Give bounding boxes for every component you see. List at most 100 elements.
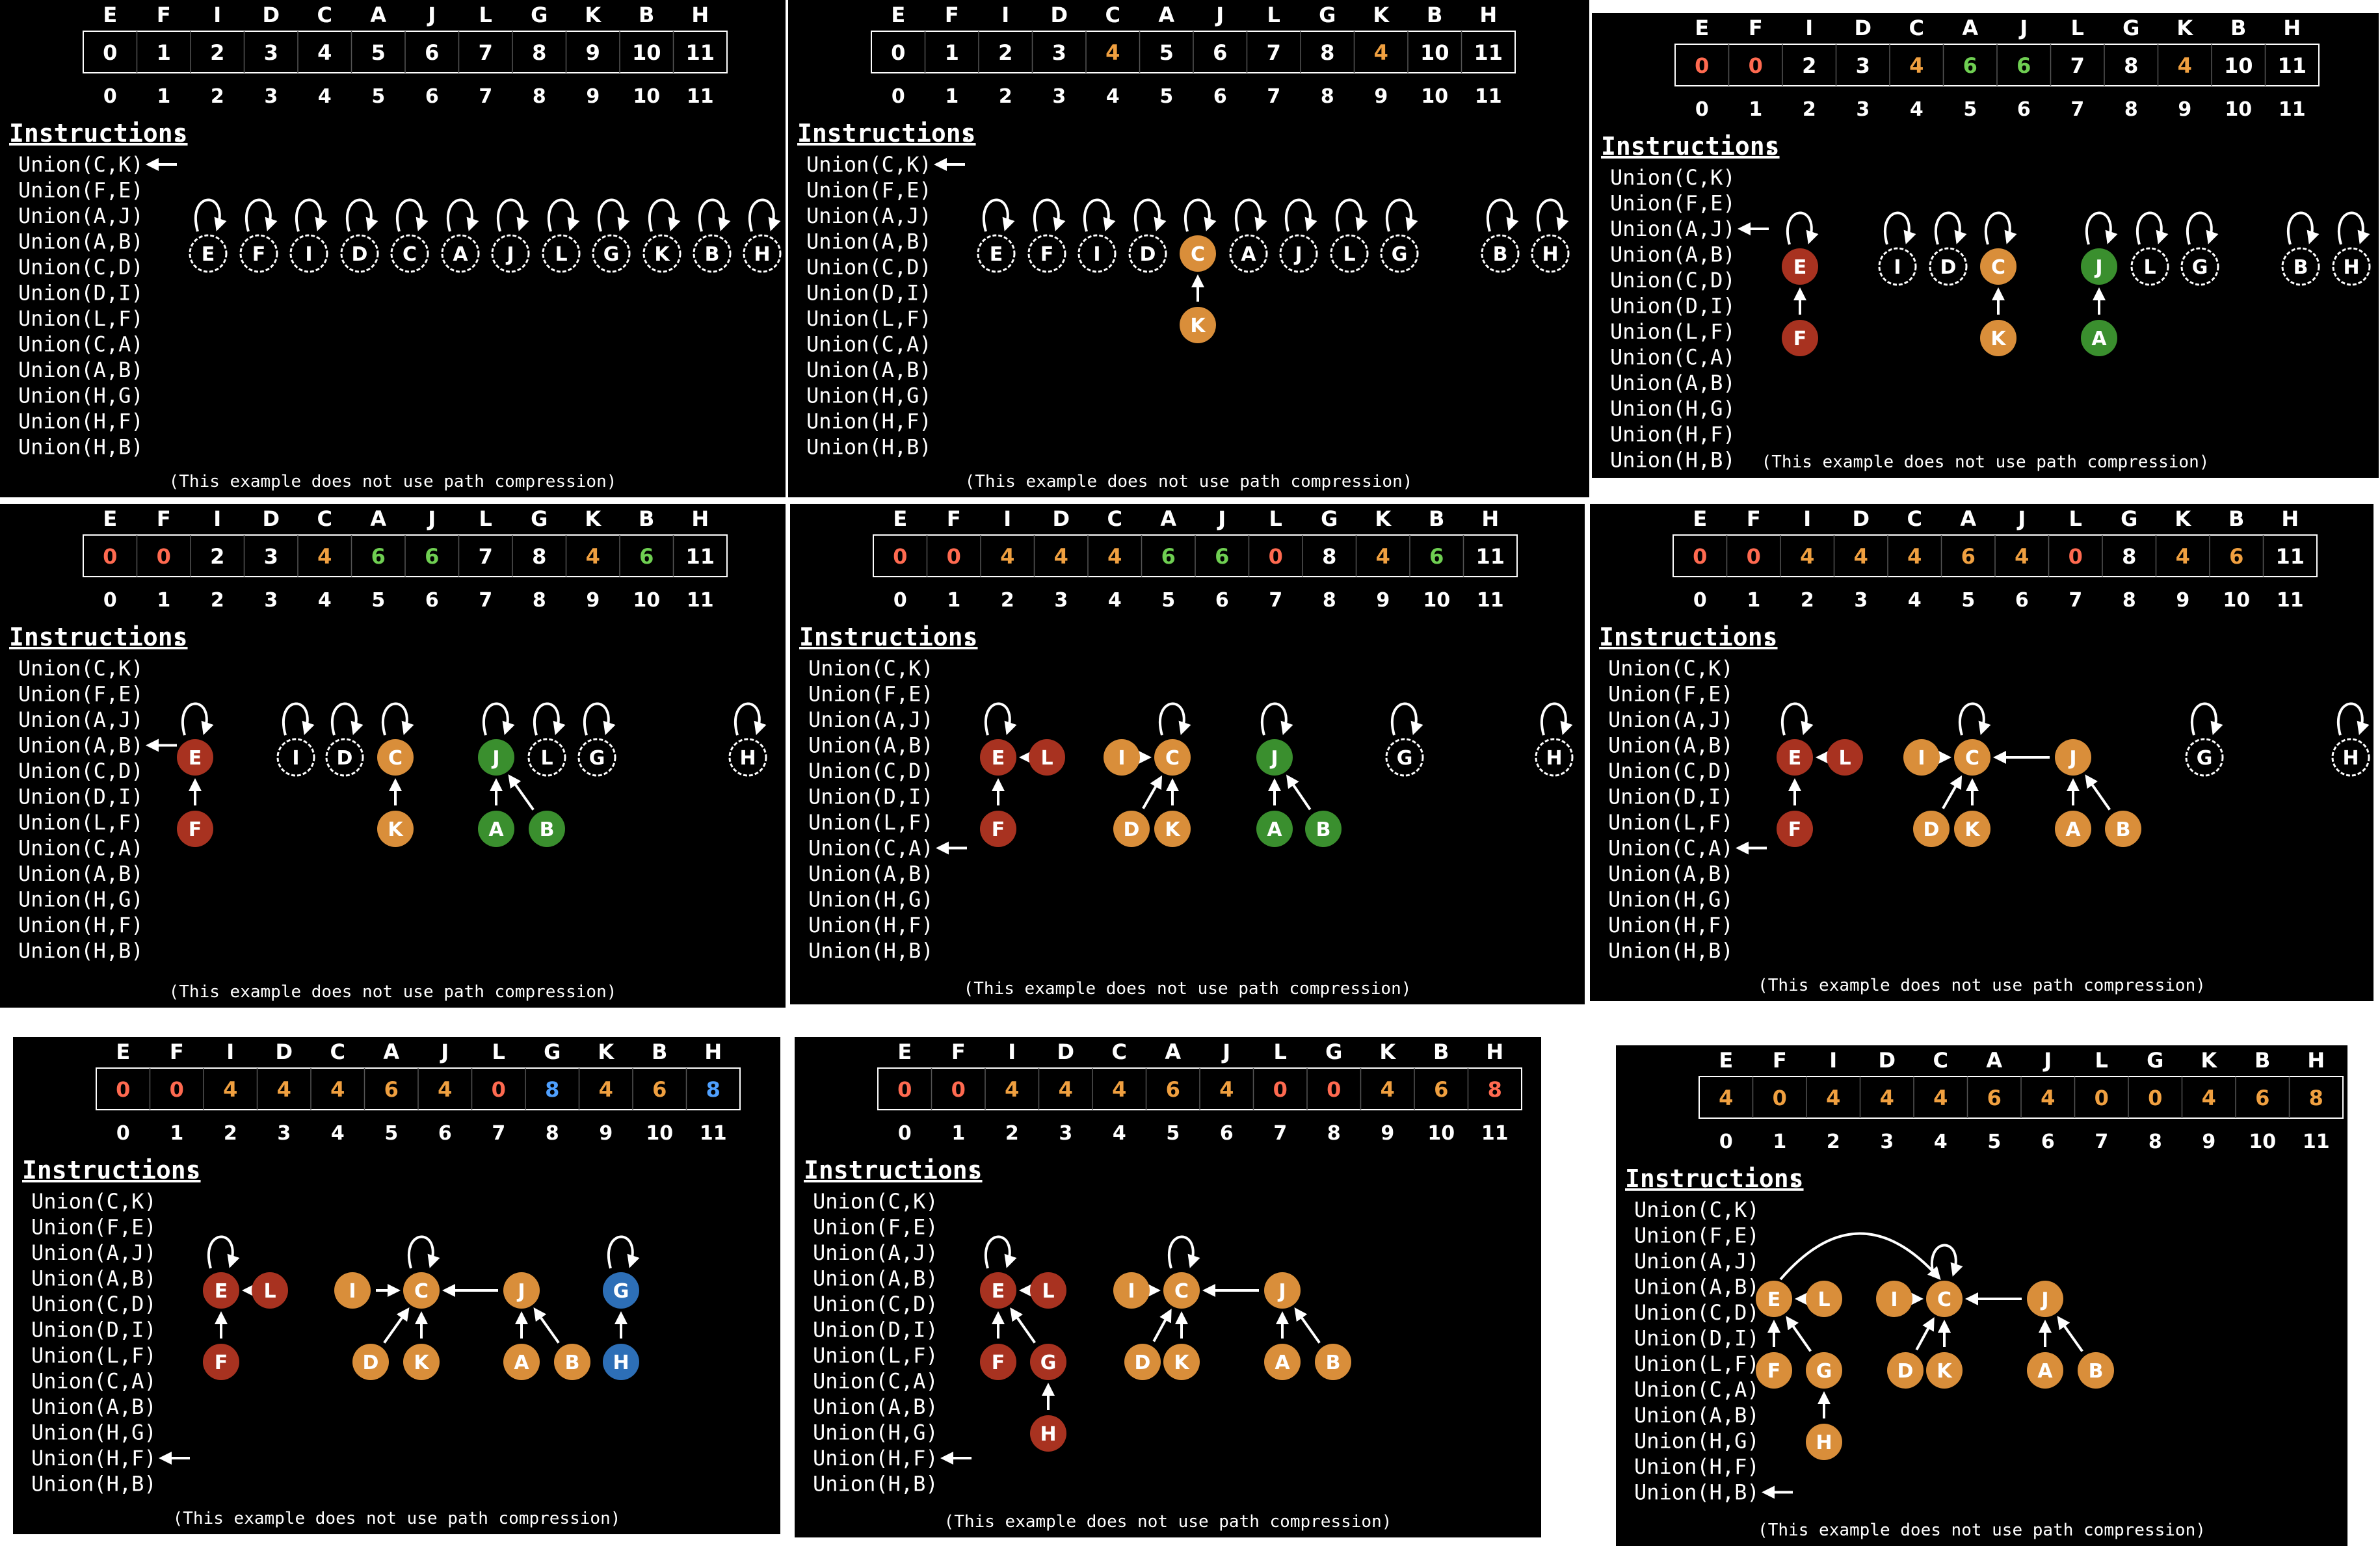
array-index: 7 xyxy=(2095,1130,2108,1153)
instruction-line: Union(A,B) xyxy=(1634,1403,1760,1428)
array-letter: J xyxy=(1221,1039,1230,1064)
node-K xyxy=(1154,811,1191,847)
array-value: 0 xyxy=(1749,53,1763,78)
node-F xyxy=(980,811,1016,847)
footer-note: (This example does not use path compress… xyxy=(169,982,617,1002)
array-index: 3 xyxy=(277,1122,291,1145)
self-loop-arrow xyxy=(1934,211,1967,245)
array-value: 0 xyxy=(170,1077,184,1102)
node-E xyxy=(1777,739,1813,776)
array-value: 3 xyxy=(1052,40,1066,65)
array-letter: H xyxy=(1486,1039,1503,1064)
node-label: A xyxy=(514,1352,529,1374)
instruction-line: Union(H,F) xyxy=(808,913,934,937)
array-letter: B xyxy=(1427,3,1442,27)
self-loop-arrow xyxy=(194,198,227,232)
array-letter: I xyxy=(1003,506,1011,531)
array-index: 6 xyxy=(425,589,439,612)
node-F xyxy=(177,811,213,847)
node-L xyxy=(1029,739,1065,776)
array-value: 6 xyxy=(371,544,386,569)
node-I xyxy=(276,738,315,777)
array-index: 10 xyxy=(1427,1122,1455,1145)
array-index: 3 xyxy=(264,589,278,612)
panel-background xyxy=(1616,1045,2347,1546)
array-letter: J xyxy=(1217,506,1226,531)
node-label: I xyxy=(1918,747,1925,770)
array-index: 0 xyxy=(1719,1130,1733,1153)
array-letter: H xyxy=(704,1039,722,1064)
array-value: 4 xyxy=(1826,1086,1840,1110)
array-letter: C xyxy=(317,506,332,531)
instruction-line: Union(A,B) xyxy=(1610,371,1736,395)
array-index: 10 xyxy=(2249,1130,2276,1153)
node-F xyxy=(239,234,278,273)
array-index: 4 xyxy=(1113,1122,1126,1145)
array-value: 0 xyxy=(1693,544,1707,569)
array-value: 5 xyxy=(371,40,386,65)
array-value: 0 xyxy=(103,40,117,65)
array-index: 1 xyxy=(1749,98,1762,121)
self-loop-arrow xyxy=(345,198,378,232)
array-index: 0 xyxy=(116,1122,130,1145)
parent-edge xyxy=(533,1307,560,1344)
instruction-line: Union(C,K) xyxy=(813,1189,938,1214)
array-index: 10 xyxy=(646,1122,673,1145)
array-index: 5 xyxy=(1166,1122,1180,1145)
node-label: B xyxy=(1493,243,1508,266)
array-letter: F xyxy=(951,1039,966,1064)
array-value: 4 xyxy=(1219,1077,1234,1102)
array-value: 11 xyxy=(685,544,715,569)
node-K xyxy=(1954,811,1990,847)
array-letter: L xyxy=(2095,1048,2108,1073)
array-index: 11 xyxy=(1475,85,1502,108)
footer-note: (This example does not use path compress… xyxy=(944,1512,1392,1532)
array-value: 0 xyxy=(2148,1086,2162,1110)
array-index: 2 xyxy=(211,85,224,108)
node-K xyxy=(403,1344,440,1380)
node-I xyxy=(1878,247,1917,286)
node-label: H xyxy=(754,243,770,266)
node-label: D xyxy=(337,747,353,770)
array-value: 4 xyxy=(317,544,332,569)
node-label: B xyxy=(705,243,720,266)
self-loop-arrow xyxy=(245,198,278,232)
array-letter: J xyxy=(2016,506,2026,531)
instructions-heading: Instructions xyxy=(1601,132,1780,161)
self-loop-arrow xyxy=(207,1235,240,1269)
instruction-line: Union(H,F) xyxy=(1610,422,1736,447)
node-label: J xyxy=(516,1280,525,1303)
instruction-line: Union(C,D) xyxy=(1610,268,1736,293)
node-A xyxy=(2027,1352,2063,1389)
array-index: 7 xyxy=(479,589,492,612)
instruction-line: Union(A,B) xyxy=(18,358,144,382)
array-value: 4 xyxy=(1059,1077,1073,1102)
array-index: 8 xyxy=(2124,98,2138,121)
node-I xyxy=(334,1272,371,1309)
node-G xyxy=(1385,738,1424,777)
self-loop-arrow xyxy=(982,198,1015,232)
node-C xyxy=(1980,248,2016,285)
array-index: 9 xyxy=(586,85,600,108)
instruction-line: Union(A,J) xyxy=(1634,1249,1760,1274)
node-I xyxy=(1876,1281,1912,1317)
node-label: C xyxy=(1991,256,2005,279)
self-loop-arrow xyxy=(1540,702,1573,736)
node-I xyxy=(289,234,328,273)
node-G xyxy=(1806,1352,1842,1389)
self-loop-arrow xyxy=(533,702,566,736)
array-letter: K xyxy=(1373,3,1390,27)
array-value: 6 xyxy=(1434,1077,1448,1102)
node-A xyxy=(1264,1344,1301,1380)
array-letter: I xyxy=(1001,3,1009,27)
array-letter: H xyxy=(2283,16,2301,40)
array-letter: C xyxy=(1107,506,1122,531)
node-label: I xyxy=(1093,243,1100,266)
array-value: 4 xyxy=(1000,544,1014,569)
node-label: I xyxy=(292,747,299,770)
instruction-line: Union(H,G) xyxy=(1608,887,1734,912)
array-index: 1 xyxy=(157,589,170,612)
node-label: F xyxy=(1793,328,1807,350)
instruction-line: Union(D,I) xyxy=(31,1318,157,1342)
